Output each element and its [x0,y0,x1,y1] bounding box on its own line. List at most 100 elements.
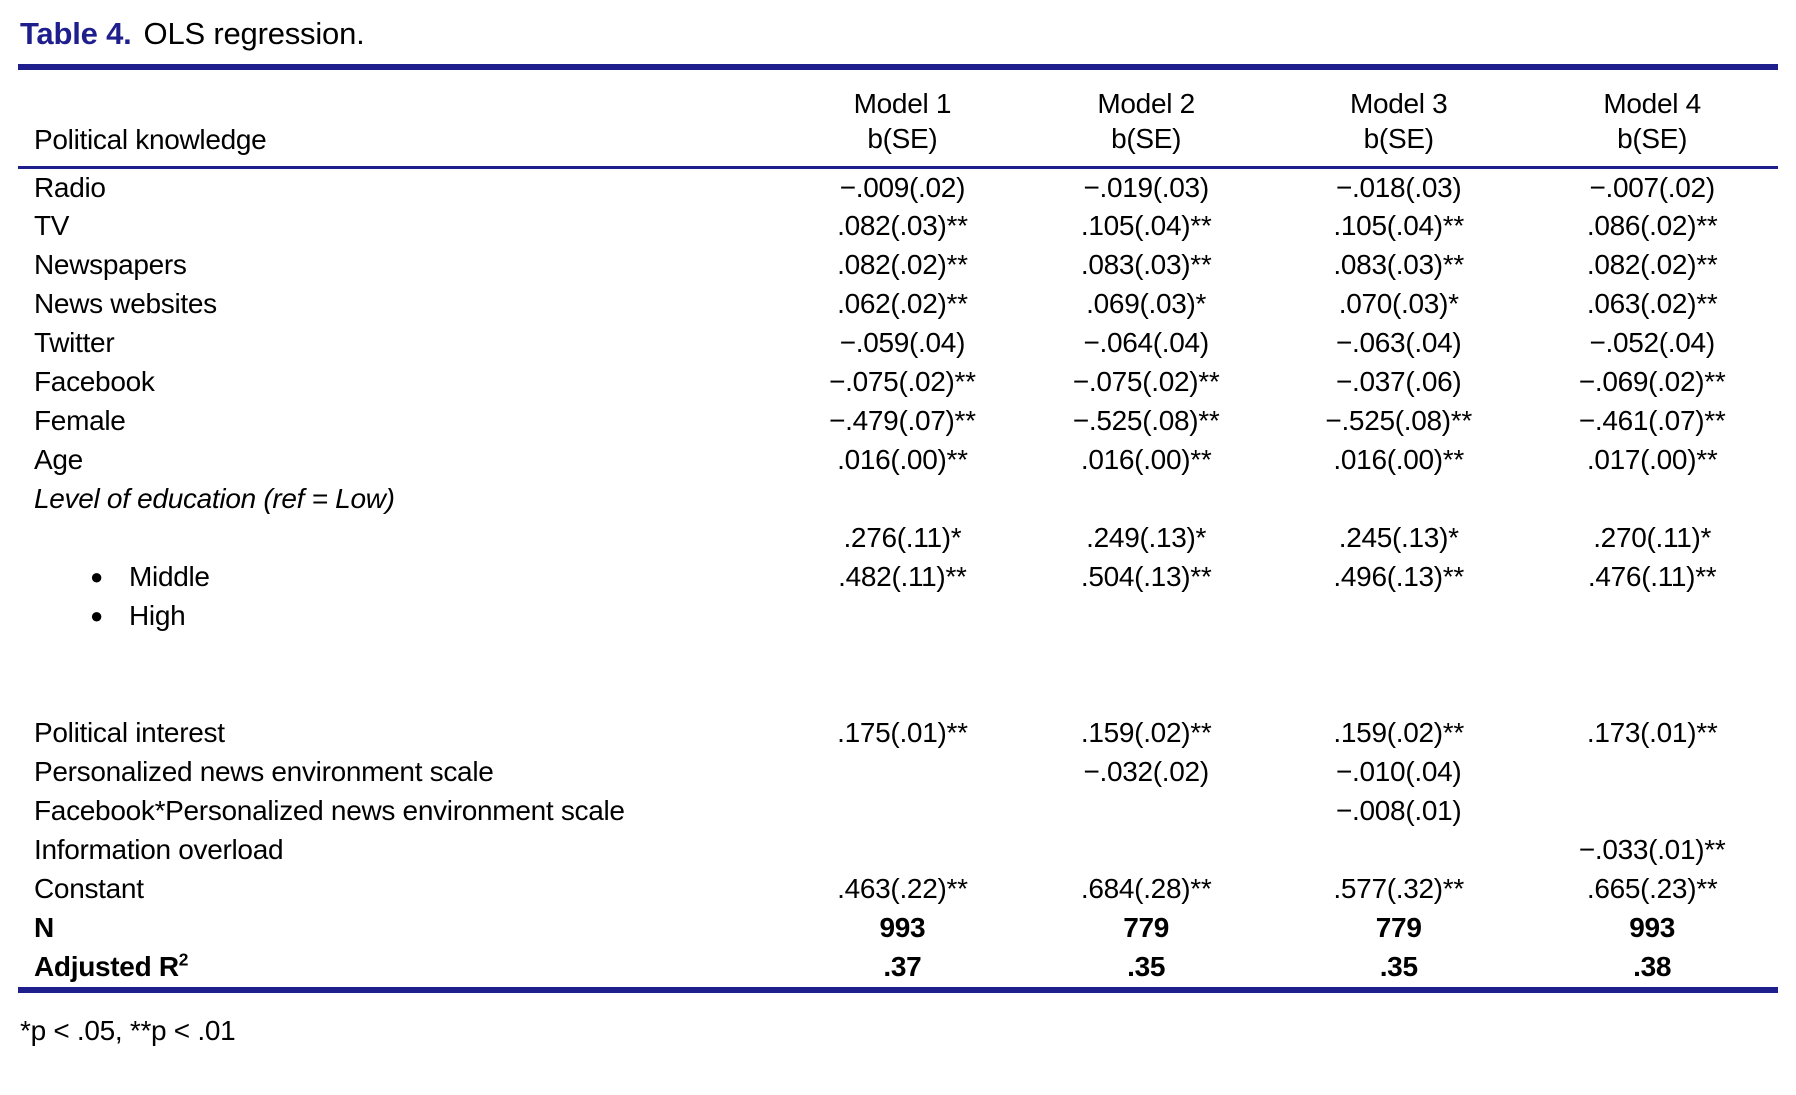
column-subtitle: b(SE) [1617,123,1688,154]
cell-value: .159(.02)** [1080,717,1212,748]
cell-value: −.064(.04) [1083,327,1209,358]
cell-value: .105(.04)** [1080,210,1212,241]
regression-table: Political knowledge Model 1 b(SE) Model … [18,70,1778,987]
table-row: Information overload −.033(.01)** [18,831,1778,870]
table-row: ● High [18,597,1778,636]
bullet-icon: ● [90,603,103,628]
row-label: Newspapers [18,246,784,285]
row-label: Adjusted R2 [18,948,784,987]
row-label: Facebook*Personalized news environment s… [18,792,784,831]
row-label-text: Information overload [34,834,284,865]
row-label: Twitter [18,324,784,363]
row-label-text: Personalized news environment scale [34,756,494,787]
cell-value: −.007(.02) [1589,171,1715,203]
row-label-text: Level of education (ref = Low) [34,483,395,514]
cell-value [784,792,1022,831]
cell-value: .083(.03)** [1080,249,1212,280]
column-header-model-2: Model 2 b(SE) [1021,70,1272,169]
cell-value [1271,831,1526,870]
row-label: Age [18,441,784,480]
cell-value: −.019(.03) [1083,171,1209,203]
cell-value: −.479(.07)** [829,405,976,436]
cell-value: .082(.02)** [837,249,968,280]
cell-value [1271,480,1526,519]
table-row: .276(.11)* .249(.13)* .245(.13)* .270(.11)* [18,519,1778,558]
row-label: Constant [18,870,784,909]
row-header-label: Political knowledge [18,70,784,169]
table-row: Political interest .175(.01)** .159(.02)**… [18,714,1778,753]
cell-value: .35 [1379,951,1418,982]
column-name: Model 1 [853,88,952,119]
row-label-text: Adjusted R [34,951,179,982]
row-label-text: News websites [34,288,217,319]
column-subtitle: b(SE) [867,123,938,154]
cell-value [1526,792,1778,831]
table-row: ● Middle .482(.11)** .504(.13)** .496(.13)**… [18,558,1778,597]
superscript: 2 [178,949,189,970]
table-row: Radio −.009(.02) −.019(.03) −.018(.03) −.007… [18,168,1778,207]
cell-value: .082(.02)** [1586,249,1718,280]
table-row: Personalized news environment scale −.032… [18,753,1778,792]
cell-value: .175(.01)** [837,717,968,748]
cell-value: −.075(.02)** [829,366,976,397]
cell-value: .35 [1127,951,1166,982]
cell-value: −.032(.02) [1083,756,1209,787]
cell-value [1021,792,1271,831]
row-label-text: Radio [34,171,106,203]
table-row: Newspapers .082(.02)** .083(.03)** .083(.03… [18,246,1778,285]
bottom-rule [18,986,1778,993]
cell-value [784,480,1022,519]
cell-value [1021,480,1271,519]
cell-value: .016(.00)** [1333,444,1464,475]
table-row: Facebook −.075(.02)** −.075(.02)** −.037(.0… [18,363,1778,402]
row-label-text: Facebook [34,366,155,397]
bullet-icon: ● [90,564,103,589]
cell-value: .062(.02)** [837,288,968,319]
cell-value: .482(.11)** [838,561,967,592]
cell-value: −.525(.08)** [1072,405,1220,436]
cell-value: .577(.32)** [1333,873,1464,904]
cell-value: −.010(.04) [1335,756,1462,787]
cell-value: .463(.22)** [837,873,968,904]
table-row: Twitter −.059(.04) −.064(.04) −.063(.04) −.0… [18,324,1778,363]
cell-value [1526,480,1778,519]
cell-value: −.461(.07)** [1578,405,1726,436]
table-row: Adjusted R2 .37 .35 .35 .38 [18,948,1778,987]
cell-value: .173(.01)** [1586,717,1718,748]
cell-value: .063(.02)** [1586,288,1718,319]
table-number-label: Table 4. [20,16,132,51]
row-label: TV [18,207,784,246]
cell-value: −.018(.03) [1335,171,1462,203]
table-row: N 993 779 779 993 [18,909,1778,948]
table-header: Political knowledge Model 1 b(SE) Model … [18,70,1778,169]
cell-value: 993 [1629,912,1676,943]
cell-value: .37 [883,951,922,982]
cell-value: .38 [1633,951,1672,982]
cell-value: .016(.00)** [1080,444,1212,475]
table-title: Table 4. OLS regression. [18,10,1778,64]
row-label-text: Political interest [34,717,225,748]
column-name: Model 3 [1349,88,1448,119]
cell-value: −.008(.01) [1335,795,1462,826]
cell-value [784,753,1022,792]
row-label-text: High [129,600,186,631]
row-label [18,519,784,558]
table-row: Female −.479(.07)** −.525(.08)** −.525(.08)… [18,402,1778,441]
spacer-row [18,636,1778,714]
cell-value: .270(.11)* [1593,522,1712,553]
cell-value [1526,753,1778,792]
table-body: Radio −.009(.02) −.019(.03) −.018(.03) −.007… [18,168,1778,987]
cell-value: −.069(.02)** [1578,366,1726,397]
row-label: Political interest [18,714,784,753]
table-title-text: OLS regression. [143,16,365,51]
cell-value [784,831,1022,870]
cell-value: .276(.11)* [843,522,962,553]
cell-value: 993 [879,912,926,943]
cell-value: .245(.13)* [1338,522,1459,553]
cell-value [784,597,1022,636]
cell-value: .086(.02)** [1586,210,1718,241]
cell-value [1021,831,1271,870]
table-row: Constant .463(.22)** .684(.28)** .577(.32)*… [18,870,1778,909]
row-label-text: Twitter [34,327,115,358]
row-label: Radio [18,168,784,207]
